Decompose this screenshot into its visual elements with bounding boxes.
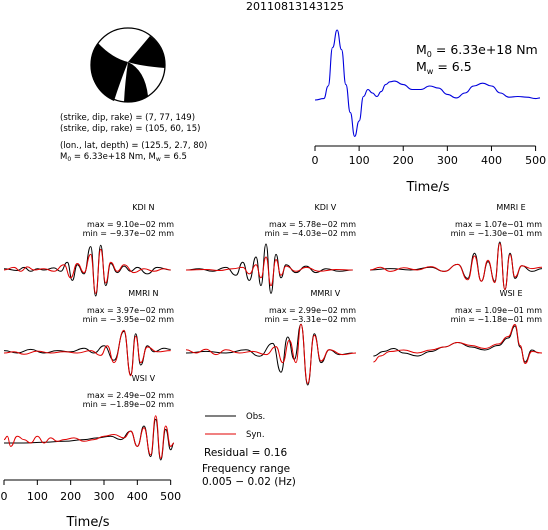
frequency-label: Frequency range (202, 463, 290, 475)
mechanism-plane-2: (strike, dip, rake) = (105, 60, 15) (60, 124, 200, 134)
stf-xlabel: Time/s (406, 180, 450, 195)
bottom-tick-label: 400 (127, 490, 148, 503)
station-label: MMRI V (311, 289, 341, 298)
mechanism-location: (lon., lat, depth) = (125.5, 2.7, 80) (60, 141, 207, 151)
station-label: MMRI E (496, 203, 525, 212)
station-label: WSI V (132, 374, 156, 383)
beachball (90, 27, 166, 103)
stf-m0-label: M0 = 6.33e+18 Nm (416, 42, 538, 59)
bottom-tick-label: 200 (60, 490, 81, 503)
max-label: max = 3.97e−02 mm (87, 306, 174, 315)
min-label: min = −1.30e−01 mm (451, 229, 543, 238)
stf-x-axis: 0 100 200 300 400 500 (312, 145, 546, 167)
min-label: min = −3.95e−02 mm (83, 315, 175, 324)
station-label: MMRI N (128, 289, 158, 298)
legend: Obs. Syn. Residual = 0.16 Frequency rang… (202, 412, 296, 488)
bottom-x-axis: 0 100 200 300 400 500 (1, 479, 181, 503)
obs-trace (185, 243, 353, 294)
min-label: min = −1.89e−02 mm (83, 400, 175, 409)
bottom-tick-label: 100 (27, 490, 48, 503)
stf-tick-label: 500 (525, 154, 546, 167)
min-label: min = −3.31e−02 mm (265, 315, 357, 324)
stf-tick-label: 100 (349, 154, 370, 167)
bottom-tick-label: 300 (94, 490, 115, 503)
max-label: max = 1.07e−01 mm (455, 220, 542, 229)
stf-tick-label: 200 (393, 154, 414, 167)
mechanism-plane-1: (strike, dip, rake) = (7, 77, 149) (60, 113, 195, 123)
max-label: max = 2.99e−02 mm (269, 306, 356, 315)
syn-trace (185, 256, 353, 287)
legend-obs-label: Obs. (246, 412, 265, 422)
frequency-value: 0.005 − 0.02 (Hz) (202, 476, 296, 488)
station-label: KDI V (315, 203, 337, 212)
max-label: max = 9.10e−02 mm (87, 220, 174, 229)
obs-trace (373, 325, 539, 363)
obs-trace (4, 418, 175, 461)
min-label: min = −4.03e−02 mm (265, 229, 357, 238)
stf-line (314, 29, 541, 137)
syn-trace (373, 323, 543, 365)
stf-tick-label: 0 (312, 154, 319, 167)
syn-trace (369, 242, 543, 291)
min-label: min = −1.18e−01 mm (451, 315, 543, 324)
bottom-tick-label: 0 (1, 490, 8, 503)
max-label: max = 2.49e−02 mm (87, 391, 174, 400)
syn-trace (3, 415, 175, 459)
legend-syn-label: Syn. (246, 430, 265, 440)
station-label: KDI N (132, 203, 154, 212)
station-label: WSI E (500, 289, 523, 298)
stf-tick-label: 400 (481, 154, 502, 167)
stf-plot: 0 100 200 300 400 500 M0 = 6.33e+18 Nm Mw = 6… (312, 29, 546, 195)
residual-text: Residual = 0.16 (204, 447, 288, 459)
obs-trace (185, 323, 353, 386)
syn-trace (3, 248, 171, 294)
stf-tick-label: 300 (437, 154, 458, 167)
max-label: max = 5.78e−02 mm (269, 220, 356, 229)
syn-trace (185, 323, 357, 384)
obs-trace (369, 241, 543, 291)
mechanism-moment: M0 = 6.33e+18 Nm, Mw = 6.5 (60, 152, 187, 163)
bottom-xlabel: Time/s (66, 515, 110, 530)
syn-trace (3, 329, 171, 377)
min-label: min = −9.37e−02 mm (83, 229, 175, 238)
max-label: max = 1.09e−01 mm (455, 306, 542, 315)
obs-trace (3, 330, 171, 376)
figure-title: 20110813143125 (246, 0, 344, 13)
bottom-tick-label: 500 (160, 490, 181, 503)
stf-mw-label: Mw = 6.5 (416, 59, 472, 76)
